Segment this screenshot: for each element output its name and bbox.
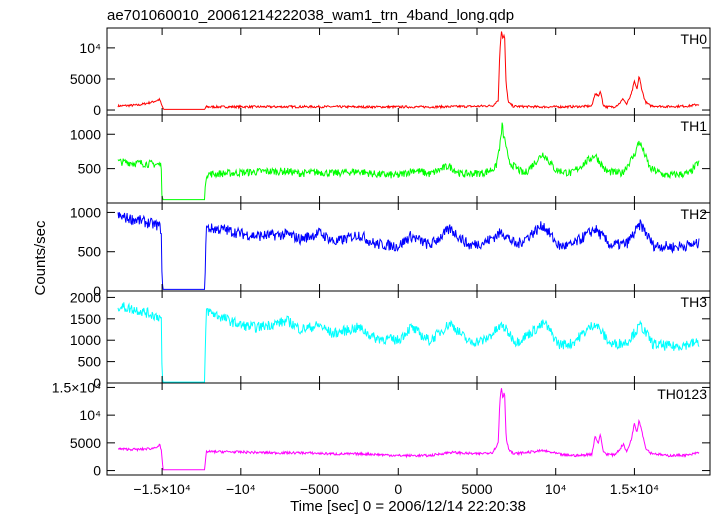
x-tick-label: 5000	[461, 481, 492, 497]
y-tick-label: 1500	[70, 311, 101, 327]
y-tick-label: 5000	[70, 435, 101, 451]
panel-frame	[106, 382, 711, 476]
y-tick-label: 500	[78, 354, 102, 370]
y-tick-label: 2000	[70, 289, 101, 305]
panel-th2: 0 500 1000 TH2	[70, 202, 711, 299]
y-tick-label: 0	[93, 283, 101, 299]
series-th2-line	[117, 212, 700, 290]
panel-th0123: 0 5000 10⁴ 1.5×10⁴ TH0123	[52, 379, 711, 479]
chart-title: ae701060010_20061214222038_wam1_trn_4ban…	[107, 7, 514, 24]
y-tick-label: 0	[93, 375, 101, 391]
panel-frame	[106, 114, 711, 204]
panel-label: TH3	[681, 294, 708, 310]
y-tick-label: 10⁴	[79, 40, 101, 56]
x-tick-label: 1.5×10⁴	[610, 481, 659, 497]
panel-label: TH0	[681, 31, 708, 47]
y-tick-label: 500	[78, 161, 102, 177]
x-tick-label: −5000	[300, 481, 340, 497]
y-tick-label: 0	[93, 102, 101, 118]
series-th0123-line	[118, 388, 700, 471]
x-tick-label: −1.5×10⁴	[133, 481, 190, 497]
x-axis-label: Time [sec] 0 = 2006/12/14 22:20:38	[290, 498, 526, 515]
y-tick-label: 5000	[70, 71, 101, 87]
series-th1-line	[117, 122, 700, 201]
x-tick-label: 10⁴	[545, 481, 567, 497]
y-tick-label: 500	[78, 244, 102, 260]
panel-th3: 0 500 1000 1500 2000 TH3	[70, 289, 711, 391]
panel-label: TH2	[681, 206, 708, 222]
series-th0-line	[117, 31, 700, 110]
y-tick-label: 0	[93, 463, 101, 479]
y-tick-label: 1000	[70, 126, 101, 142]
y-axis-label: Counts/sec	[32, 220, 49, 296]
panel-th1: 500 1000 TH1	[70, 114, 711, 204]
y-tick-label: 1000	[70, 332, 101, 348]
y-tick-label: 1.5×10⁴	[52, 379, 101, 395]
panel-frame	[106, 27, 711, 116]
panel-label: TH1	[681, 118, 708, 134]
panel-frame	[106, 290, 711, 384]
y-tick-label: 1000	[70, 204, 101, 220]
y-tick-label: 10⁴	[79, 407, 101, 423]
series-th3-line	[117, 302, 700, 383]
x-tick-label: −10⁴	[226, 481, 256, 497]
panel-label: TH0123	[657, 386, 707, 402]
chart-panels: 0 5000 10⁴ TH0 500 1000 TH1 0 500 1000 TH2 0 500 1000…	[52, 27, 711, 497]
x-tick-label: 0	[394, 481, 402, 497]
panel-th0: 0 5000 10⁴ TH0	[70, 27, 711, 118]
